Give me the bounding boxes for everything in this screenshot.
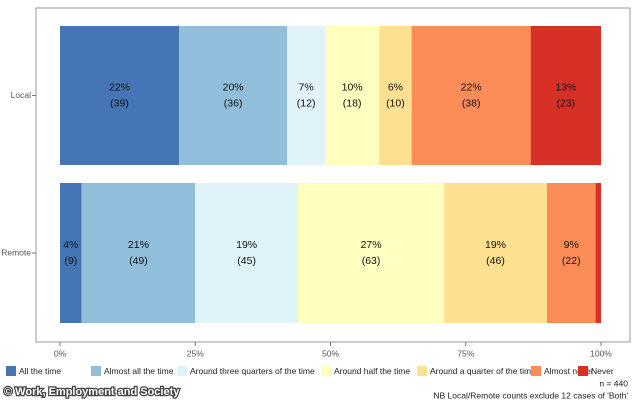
count-label: (49) [129, 255, 148, 267]
y-tick-label: Local [11, 90, 31, 100]
bar-segment [60, 183, 82, 323]
data-label: 22% [461, 81, 482, 93]
legend-label: Around a quarter of the time [430, 366, 536, 376]
count-label: (22) [562, 255, 581, 267]
data-label: 7% [299, 81, 314, 93]
bar-segment [530, 26, 601, 165]
count-label: (38) [462, 97, 481, 109]
count-label: (45) [237, 255, 256, 267]
legend-swatch [417, 366, 427, 376]
count-label: (12) [297, 97, 316, 109]
bar-segment [546, 183, 596, 323]
legend-label: Almost all the time [104, 366, 174, 376]
bar-segment [287, 26, 326, 165]
legend-swatch [91, 366, 101, 376]
bar-segment [298, 183, 445, 323]
data-label: 21% [128, 239, 149, 251]
count-label: (63) [362, 255, 381, 267]
count-label: (9) [64, 255, 77, 267]
legend-swatch [321, 366, 331, 376]
legend-swatch [578, 366, 588, 376]
legend-label: Never [591, 366, 614, 376]
data-label: 10% [342, 81, 363, 93]
bar-segment [179, 26, 288, 165]
legend-label: Around half the time [334, 366, 410, 376]
bar-segment [411, 26, 531, 165]
legend-label: All the time [19, 366, 61, 376]
legend-label: Almost never [544, 366, 594, 376]
data-label: 22% [109, 81, 130, 93]
count-label: (36) [224, 97, 243, 109]
x-tick-label: 25% [187, 348, 204, 358]
data-label: 20% [223, 81, 244, 93]
data-label: 27% [361, 239, 382, 251]
bar-segment [379, 26, 412, 165]
count-label: (39) [110, 97, 129, 109]
source: © Work, Employment and Society [4, 386, 180, 398]
bar-segment [195, 183, 299, 323]
legend-swatch [177, 366, 187, 376]
data-label: 6% [388, 81, 403, 93]
count-label: (23) [556, 97, 575, 109]
count-label: (10) [386, 97, 405, 109]
y-tick-label: Remote [1, 247, 31, 257]
x-tick-label: 50% [322, 348, 339, 358]
legend-swatch [531, 366, 541, 376]
note: n = 440 [599, 378, 628, 388]
legend-swatch [6, 366, 16, 376]
plot-panel [35, 7, 631, 343]
data-label: 19% [485, 239, 506, 251]
bar-segment [325, 26, 380, 165]
x-tick-label: 75% [457, 348, 474, 358]
data-label: 4% [63, 239, 78, 251]
data-label: 13% [555, 81, 576, 93]
count-label: (18) [343, 97, 362, 109]
note: NB Local/Remote counts exclude 12 cases … [433, 390, 628, 400]
data-label: 9% [564, 239, 579, 251]
bar-segment [444, 183, 547, 323]
x-tick-label: 0% [54, 348, 67, 358]
count-label: (46) [486, 255, 505, 267]
bar-segment [595, 183, 601, 323]
x-tick-label: 100% [590, 348, 612, 358]
data-label: 19% [236, 239, 257, 251]
legend-label: Around three quarters of the time [190, 366, 315, 376]
bar-segment [60, 26, 180, 165]
bar-segment [81, 183, 196, 323]
